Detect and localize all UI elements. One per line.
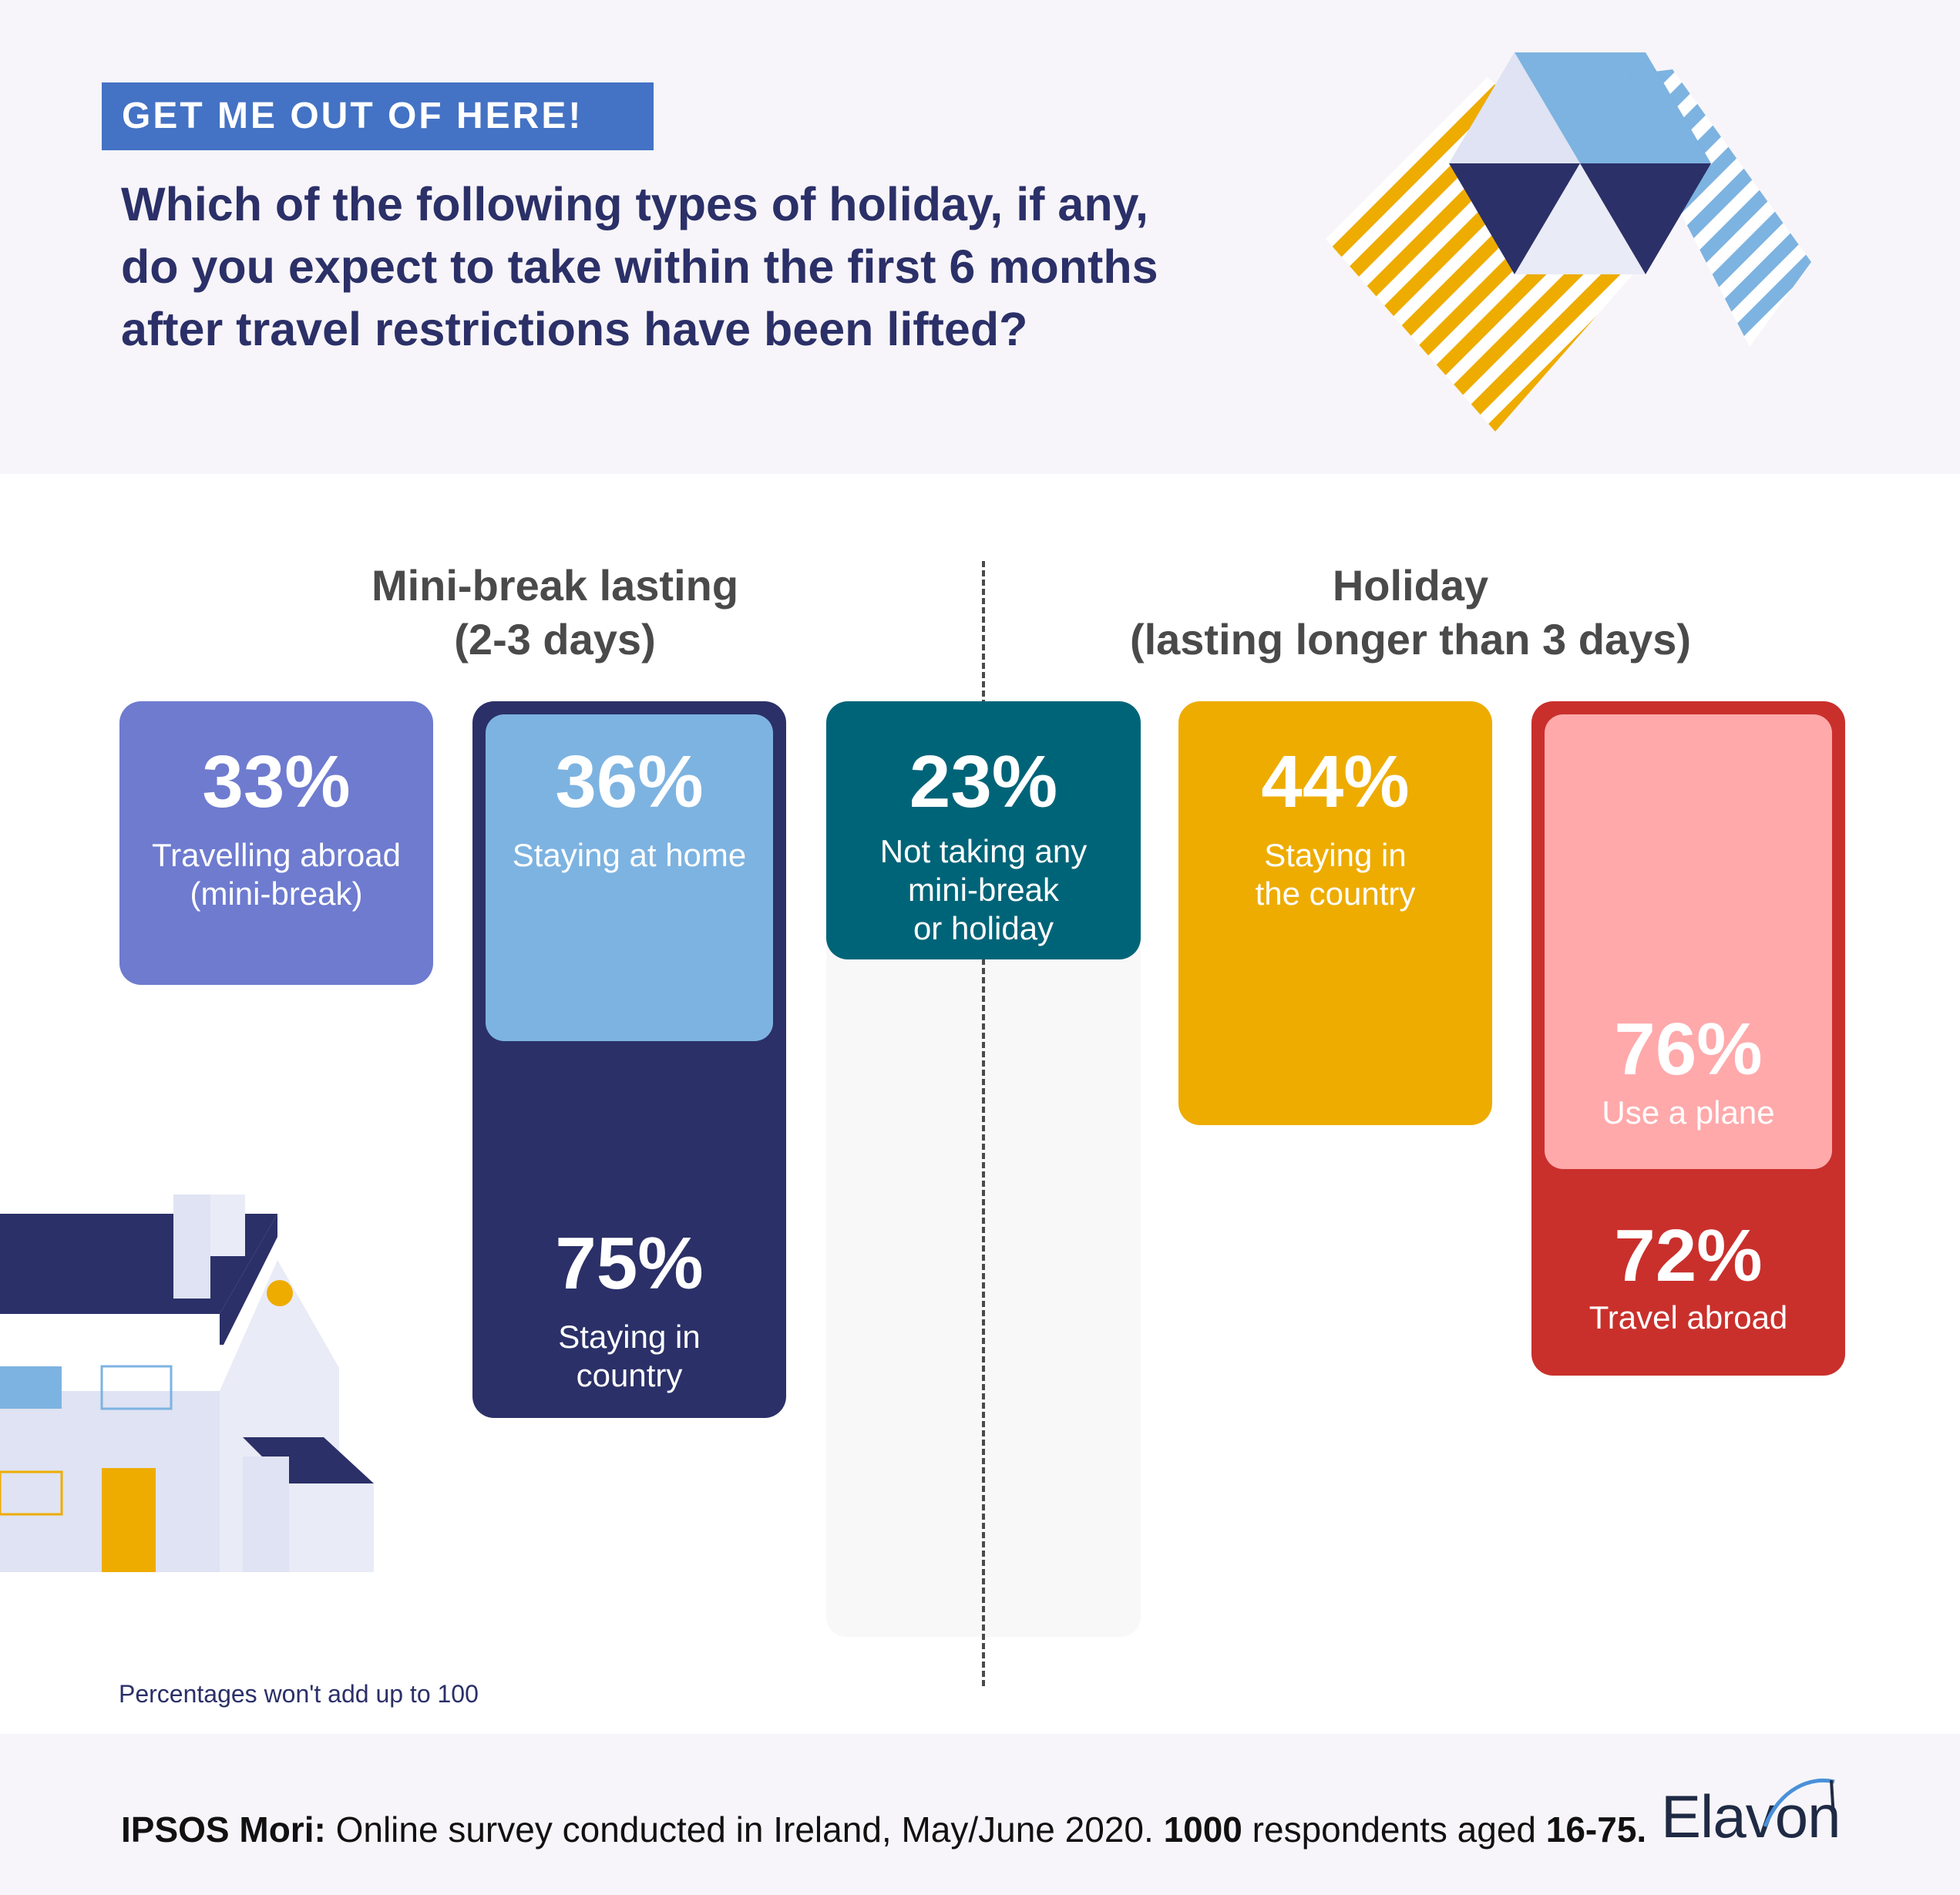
card-percentage: 23%	[909, 741, 1058, 823]
card-travel-abroad-holiday: 76% Use a plane 72% Travel abroad	[1531, 701, 1845, 1376]
card-label: Travel abroad	[1589, 1299, 1788, 1336]
footer-band	[0, 1734, 1960, 1895]
card-label: mini-break	[907, 872, 1060, 908]
card-percentage: 72%	[1614, 1215, 1763, 1297]
group-title-mini-break: Mini-break lasting (2-3 days)	[324, 559, 786, 667]
house-illustration-icon	[0, 1194, 374, 1572]
geometric-decoration-icon	[1326, 52, 1811, 432]
card-percentage: 76%	[1614, 1008, 1763, 1090]
card-label: (mini-break)	[190, 875, 363, 912]
card-label: the country	[1255, 875, 1416, 912]
card-percentage: 36%	[555, 741, 704, 823]
source-text: respondents aged	[1242, 1809, 1546, 1850]
card-label: or holiday	[913, 910, 1054, 946]
card-percentage: 75%	[555, 1222, 704, 1305]
card-not-taking-any: 23% Not taking any mini-break or holiday	[826, 701, 1141, 959]
source-org: IPSOS Mori:	[121, 1809, 326, 1850]
triangle-bottom-left	[1449, 163, 1580, 274]
section-tag: GET ME OUT OF HERE!	[102, 82, 654, 150]
source-citation: IPSOS Mori: Online survey conducted in I…	[121, 1809, 1646, 1850]
page-title: Which of the following types of holiday,…	[121, 178, 1158, 355]
elavon-logo: Elavon	[1661, 1782, 1841, 1850]
dashed-divider	[982, 561, 985, 1686]
card-percentage: 44%	[1261, 741, 1410, 823]
group-title-line: (lasting longer than 3 days)	[1129, 615, 1692, 664]
triangle-top-left	[1449, 52, 1580, 163]
card-label: Travelling abroad	[152, 837, 401, 873]
card-staying-in-the-country: 44% Staying in the country	[1178, 701, 1492, 1125]
card-label: Staying in	[1264, 837, 1407, 873]
triangle-bottom	[1515, 163, 1646, 274]
card-percentage: 33%	[202, 741, 351, 823]
card-label: Not taking any	[879, 833, 1088, 869]
card-label: Use a plane	[1602, 1094, 1775, 1131]
card-staying-at-home: 36% Staying at home	[486, 714, 773, 1041]
group-title-line: Mini-break lasting	[371, 561, 739, 610]
footnote: Percentages won't add up to 100	[119, 1680, 479, 1708]
card-label: Staying at home	[512, 837, 747, 873]
group-title-holiday: Holiday (lasting longer than 3 days)	[1064, 559, 1757, 667]
triangle-top-right	[1580, 52, 1711, 163]
group-title-line: (2-3 days)	[454, 615, 656, 664]
card-use-a-plane: 76% Use a plane	[1545, 714, 1832, 1169]
card-label: Staying in	[558, 1319, 701, 1355]
card-staying-in-country-mini: 36% Staying at home 75% Staying in count…	[472, 701, 786, 1418]
group-title-line: Holiday	[1332, 561, 1489, 610]
source-ages: 16-75.	[1545, 1809, 1647, 1850]
card-label: country	[576, 1357, 683, 1393]
source-count: 1000	[1163, 1809, 1242, 1850]
source-text: Online survey conducted in Ireland, May/…	[325, 1809, 1164, 1850]
card-travelling-abroad-mini: 33% Travelling abroad (mini-break)	[119, 701, 433, 985]
triangle-bottom-right	[1580, 163, 1711, 274]
triangle-top	[1515, 52, 1646, 163]
logo-arc-icon	[1763, 1778, 1836, 1831]
